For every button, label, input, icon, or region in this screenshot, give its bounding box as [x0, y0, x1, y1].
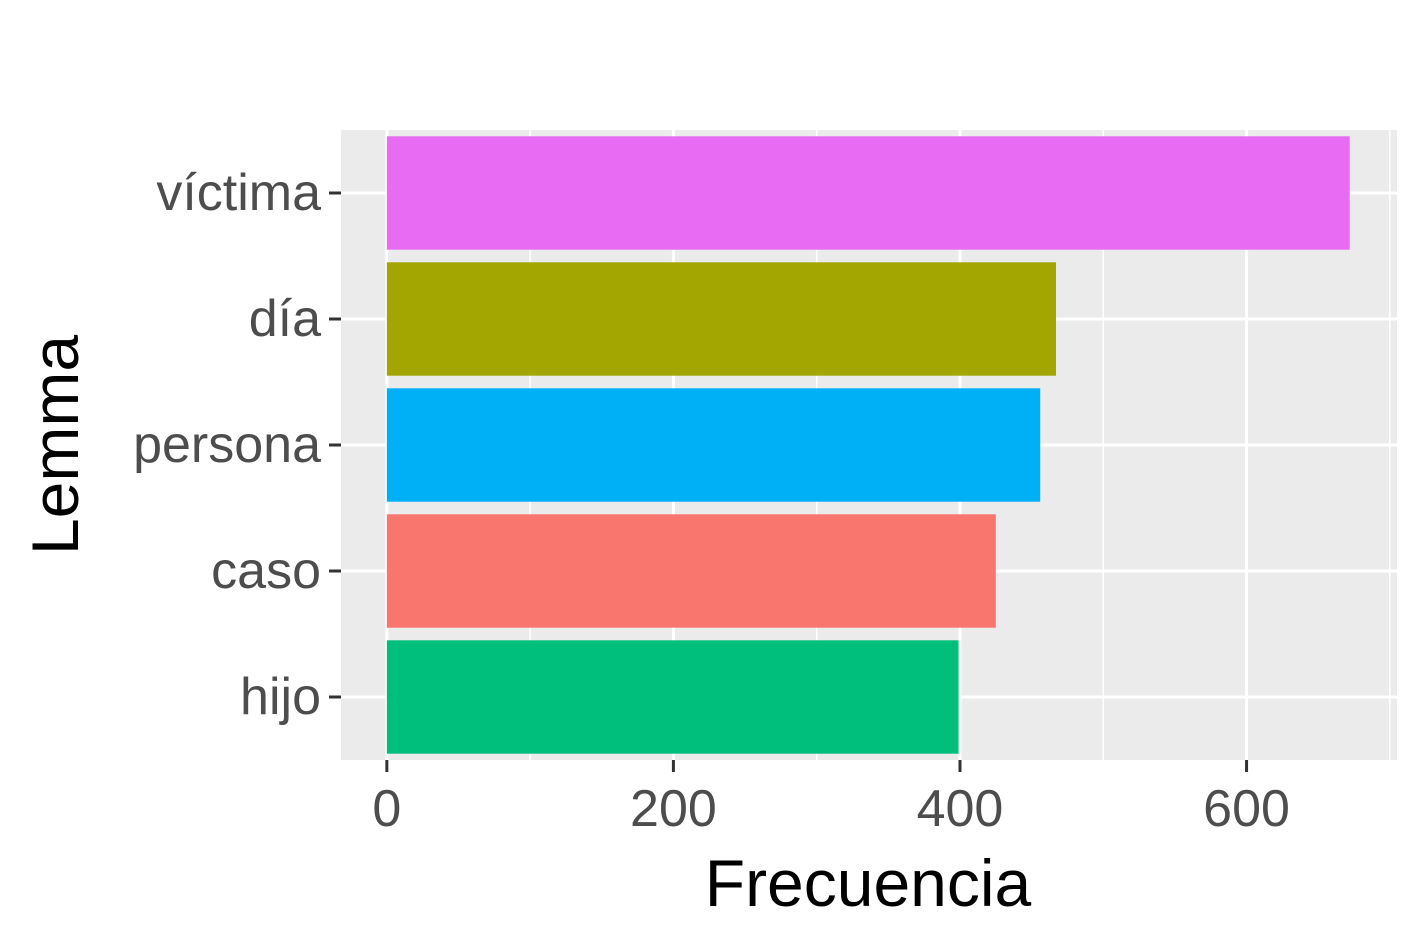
- y-axis-title: Lemma: [18, 335, 92, 555]
- bar-persona: [386, 388, 1041, 502]
- bar-caso: [386, 514, 996, 628]
- bar-víctima: [386, 136, 1350, 250]
- y-tick-label: caso: [211, 542, 321, 600]
- y-tick-label: persona: [133, 416, 321, 474]
- y-tick-label: víctima: [156, 164, 321, 222]
- x-tick-label: 0: [372, 780, 401, 838]
- bars: [386, 136, 1350, 754]
- x-tick-label: 400: [917, 780, 1004, 838]
- bar-día: [386, 262, 1056, 376]
- axes: víctima día persona caso hijo 0 200 400 600: [133, 164, 1290, 838]
- x-axis-title: Frecuencia: [705, 846, 1032, 920]
- y-tick-label: hijo: [240, 668, 321, 726]
- bar-hijo: [386, 640, 959, 754]
- y-tick-label: día: [249, 290, 321, 348]
- x-tick-label: 600: [1203, 780, 1290, 838]
- x-tick-label: 200: [630, 780, 717, 838]
